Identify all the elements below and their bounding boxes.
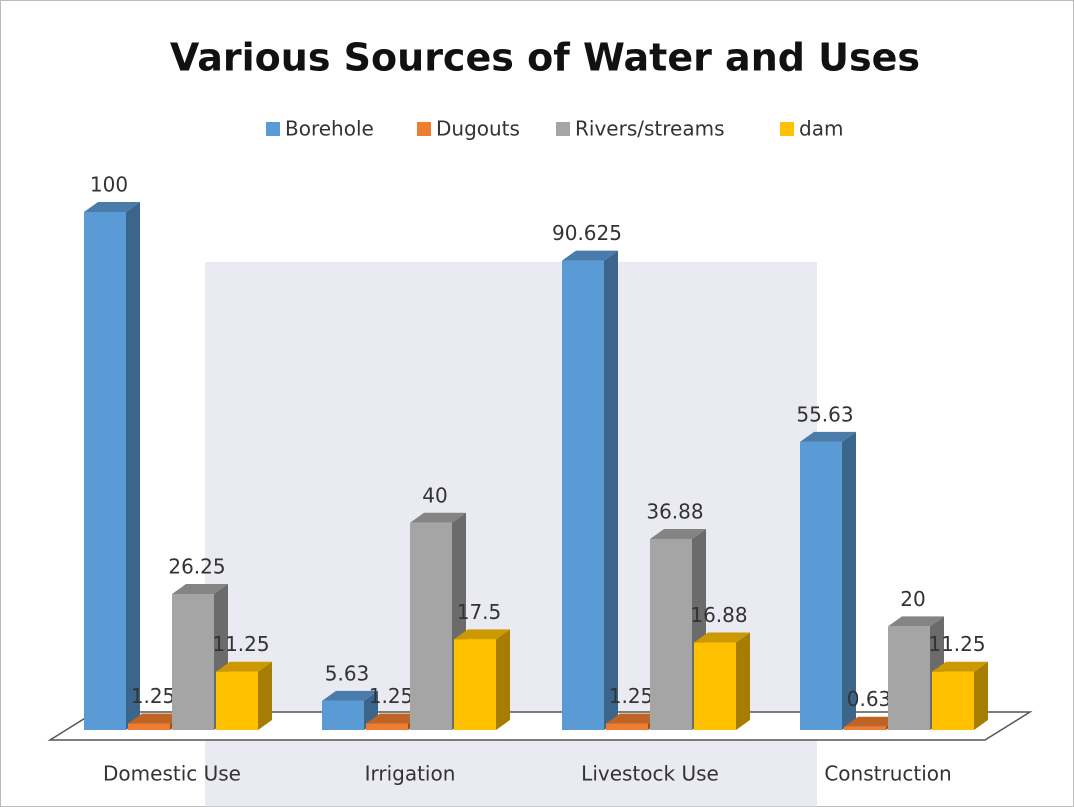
data-label: 16.88 bbox=[690, 603, 747, 627]
bar bbox=[454, 639, 496, 730]
bar-side bbox=[258, 662, 272, 730]
bar bbox=[216, 672, 258, 730]
data-label: 1.25 bbox=[131, 684, 176, 708]
bar-side bbox=[126, 202, 140, 730]
data-label: 90.625 bbox=[552, 221, 622, 245]
data-label: 11.25 bbox=[212, 632, 269, 656]
chart: Various Sources of Water and Uses Boreho… bbox=[0, 0, 1074, 807]
bar bbox=[172, 594, 214, 730]
bar-side bbox=[496, 629, 510, 730]
bar-side bbox=[736, 633, 750, 730]
chart-title: Various Sources of Water and Uses bbox=[170, 36, 920, 80]
bar-side bbox=[842, 432, 856, 730]
data-label: 55.63 bbox=[796, 402, 853, 426]
bar bbox=[322, 701, 364, 730]
bar bbox=[84, 212, 126, 730]
data-label: 20 bbox=[900, 587, 925, 611]
x-tick-label: Construction bbox=[824, 762, 951, 786]
bar bbox=[366, 724, 408, 730]
data-label: 1.25 bbox=[369, 684, 414, 708]
data-label: 40 bbox=[422, 483, 447, 507]
legend-label: Rivers/streams bbox=[575, 117, 724, 141]
legend-swatch bbox=[417, 122, 431, 136]
x-tick-label: Livestock Use bbox=[581, 762, 719, 786]
data-label: 100 bbox=[90, 173, 128, 197]
x-tick-label: Irrigation bbox=[365, 762, 456, 786]
bar bbox=[800, 442, 842, 730]
bar bbox=[650, 539, 692, 730]
legend-swatch bbox=[780, 122, 794, 136]
legend-label: dam bbox=[799, 117, 843, 141]
bar-side bbox=[974, 662, 988, 730]
data-label: 26.25 bbox=[168, 555, 225, 579]
bar-side bbox=[604, 251, 618, 730]
data-label: 11.25 bbox=[928, 632, 985, 656]
bar bbox=[562, 261, 604, 730]
bar bbox=[410, 523, 452, 730]
data-label: 1.25 bbox=[609, 684, 654, 708]
bar bbox=[128, 724, 170, 730]
legend-swatch bbox=[266, 122, 280, 136]
data-label: 17.5 bbox=[457, 600, 502, 624]
data-label: 0.63 bbox=[847, 687, 892, 711]
bar bbox=[694, 643, 736, 730]
bar bbox=[932, 672, 974, 730]
bar bbox=[606, 724, 648, 730]
legend-label: Dugouts bbox=[436, 117, 520, 141]
legend-swatch bbox=[556, 122, 570, 136]
x-tick-label: Domestic Use bbox=[103, 762, 241, 786]
bar bbox=[888, 626, 930, 730]
data-label: 5.63 bbox=[325, 661, 370, 685]
legend-label: Borehole bbox=[285, 117, 374, 141]
bar bbox=[844, 727, 886, 730]
data-label: 36.88 bbox=[646, 499, 703, 523]
